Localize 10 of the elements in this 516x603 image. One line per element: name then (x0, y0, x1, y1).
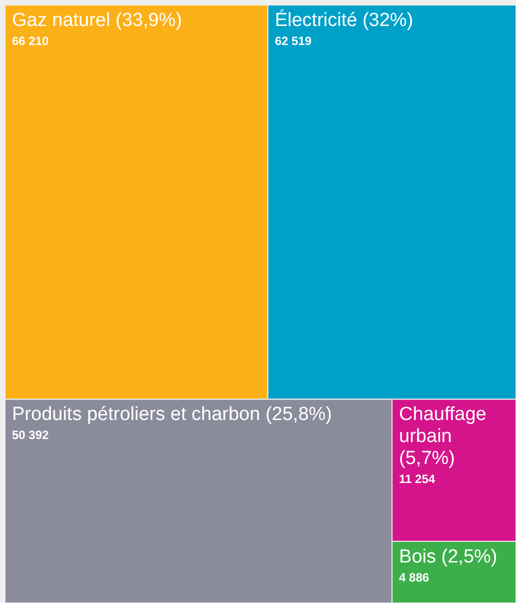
category-label: Chauffage urbain (5,7%) (399, 404, 486, 470)
category-label: Bois (2,5%) (399, 546, 498, 568)
data-label: 11 254 (399, 472, 436, 486)
data-label: 4 886 (399, 570, 430, 584)
data-label: 50 392 (12, 428, 50, 442)
data-label: 62 519 (274, 34, 312, 48)
category-label: Électricité (32%) (274, 9, 414, 31)
category-label: Produits pétroliers et charbon (25,8%) (12, 404, 332, 426)
data-label: 66 210 (12, 34, 50, 48)
category-label: Gaz naturel (33,9%) (12, 10, 182, 31)
